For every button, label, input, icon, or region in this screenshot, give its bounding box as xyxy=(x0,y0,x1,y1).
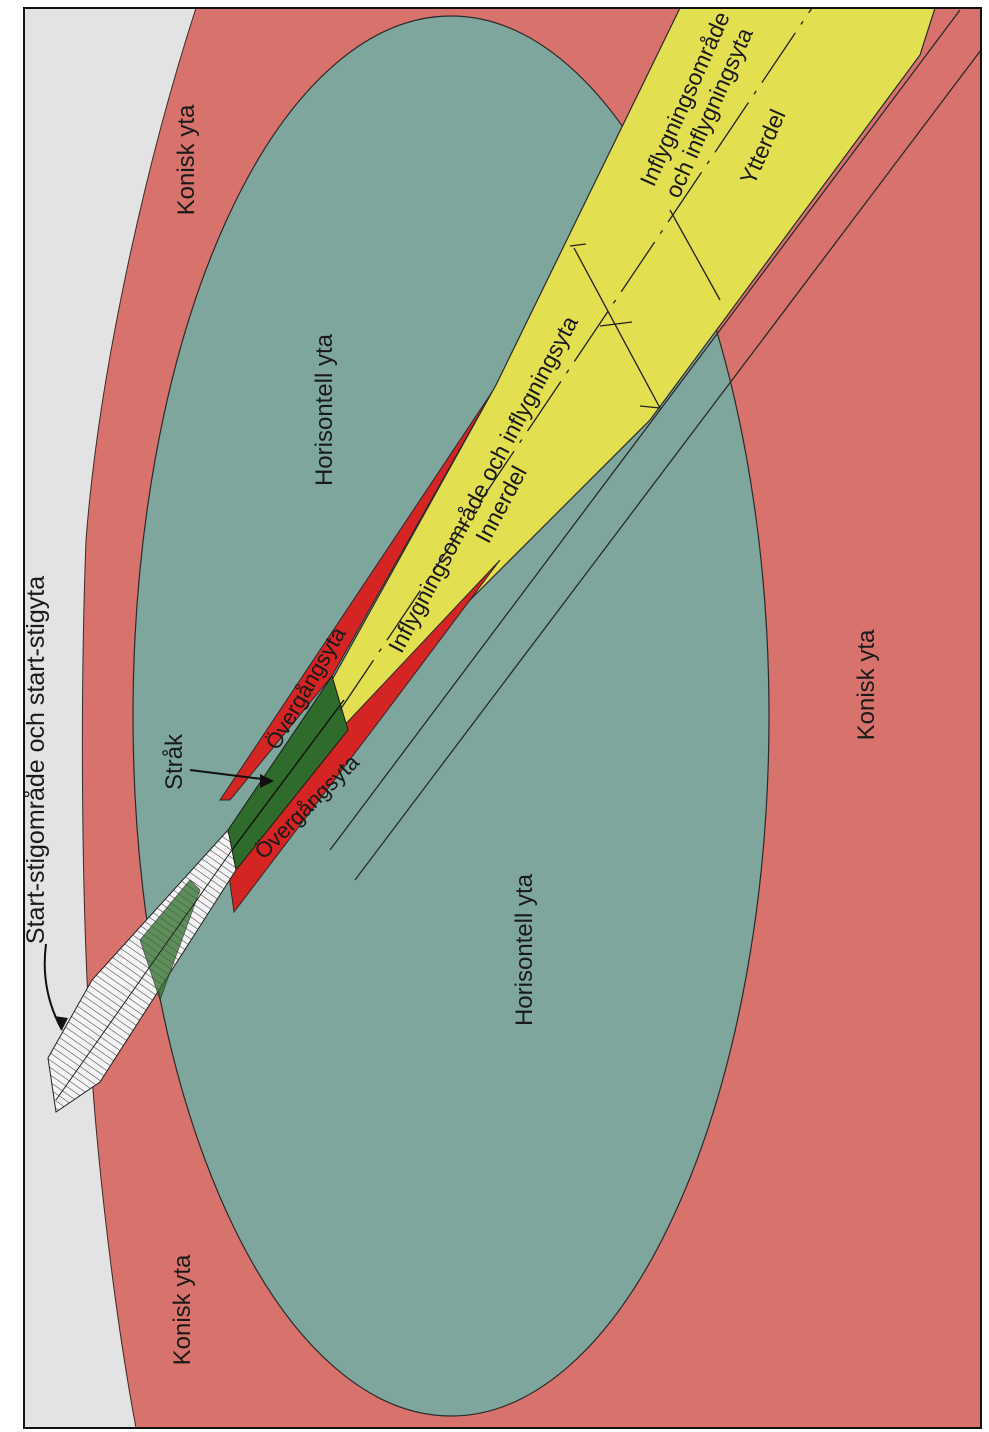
takeoff-climb-area-inner xyxy=(139,879,201,1002)
runway-centerline xyxy=(231,699,345,851)
label-strip: Stråk xyxy=(161,733,188,790)
label-conical-bottom: Konisk yta xyxy=(169,1254,196,1365)
approach-outer-lines xyxy=(329,9,982,881)
arrow-head-takeoff xyxy=(54,1016,68,1030)
label-conical-top: Konisk yta xyxy=(173,104,200,215)
transitional-surface-upper xyxy=(219,391,493,801)
diagram-frame xyxy=(23,7,982,1429)
label-takeoff-climb: Start-stigområde och start-stigyta xyxy=(22,576,50,944)
label-horizontal-lower: Horisontell yta xyxy=(511,873,538,1026)
takeoff-centerline xyxy=(55,849,233,1101)
approach-centerline xyxy=(339,7,813,711)
label-horizontal-upper: Horisontell yta xyxy=(311,333,338,486)
label-conical-right: Konisk yta xyxy=(853,629,880,740)
arrow-head-strip xyxy=(260,774,274,788)
